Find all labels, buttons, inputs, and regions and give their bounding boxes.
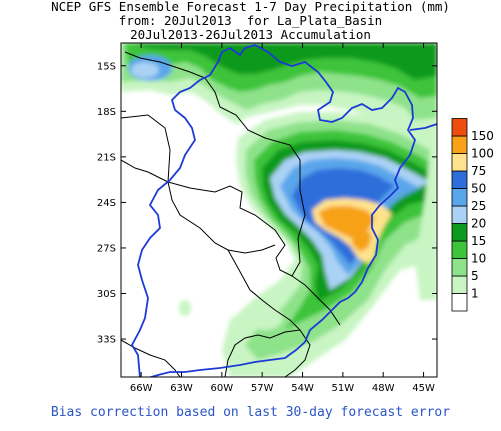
legend-level-label: 20 (471, 217, 486, 231)
legend-swatch (451, 223, 468, 242)
precip-patch-southwest-2 (247, 306, 283, 330)
legend-level-label: 50 (471, 182, 486, 196)
lat-tick-label: 18S (97, 107, 116, 118)
legend-swatch (451, 205, 468, 224)
map-title-line3: 20Jul2013-26Jul2013 Accumulation (130, 27, 371, 42)
lat-tick-label: 30S (97, 289, 116, 300)
legend-swatch (451, 135, 468, 154)
lon-tick-label: 54W (291, 383, 314, 394)
lat-tick-label: 27S (97, 243, 116, 254)
legend-swatch (451, 275, 468, 294)
legend-swatch (451, 118, 468, 137)
precip-field (121, 43, 437, 377)
legend-level-label: 1 (471, 287, 479, 301)
legend-swatch (451, 153, 468, 172)
legend-swatch (451, 258, 468, 277)
basin-outline (130, 44, 437, 377)
legend-level-label: 5 (471, 269, 479, 283)
legend-level-label: 75 (471, 164, 486, 178)
legend-level-label: 25 (471, 199, 486, 213)
lon-tick-label: 60W (211, 383, 234, 394)
lon-tick-label: 63W (170, 383, 193, 394)
precip-patch-northwest-25 (131, 62, 159, 78)
lat-tick-label: 15S (97, 61, 116, 72)
legend-swatch (451, 188, 468, 207)
longitude-ticks: 66W 63W 60W 57W 54W 51W 48W 45W (130, 43, 435, 394)
legend-level-label: 100 (471, 147, 494, 161)
legend-level-label: 15 (471, 234, 486, 248)
legend-swatch (451, 240, 468, 259)
latitude-ticks: 15S 18S 21S 24S 27S 30S 33S (97, 61, 437, 346)
precip-band-north-darkest (135, 43, 437, 80)
lat-tick-label: 21S (97, 152, 116, 163)
map-title-line2: from: 20Jul2013 for La_Plata_Basin (118, 13, 383, 28)
bias-correction-note: Bias correction based on last 30-day for… (50, 405, 451, 420)
map-frame (120, 42, 438, 378)
lon-tick-label: 45W (412, 383, 435, 394)
legend-level-label: 10 (471, 252, 486, 266)
legend-swatch (451, 170, 468, 189)
lon-tick-label: 48W (372, 383, 395, 394)
legend-swatch (451, 293, 468, 312)
legend-level-label: 150 (471, 129, 494, 143)
lat-tick-label: 24S (97, 198, 116, 209)
lon-tick-label: 57W (251, 383, 274, 394)
lat-tick-label: 33S (97, 335, 116, 346)
lon-tick-label: 66W (130, 383, 153, 394)
precip-patch-east-150 (352, 226, 372, 252)
map-title-line1: NCEP GFS Ensemble Forecast 1-7 Day Preci… (51, 0, 450, 14)
lon-tick-label: 51W (332, 383, 355, 394)
precip-coastal-strip (415, 120, 437, 300)
precip-patch-southwest-1 (179, 300, 191, 316)
